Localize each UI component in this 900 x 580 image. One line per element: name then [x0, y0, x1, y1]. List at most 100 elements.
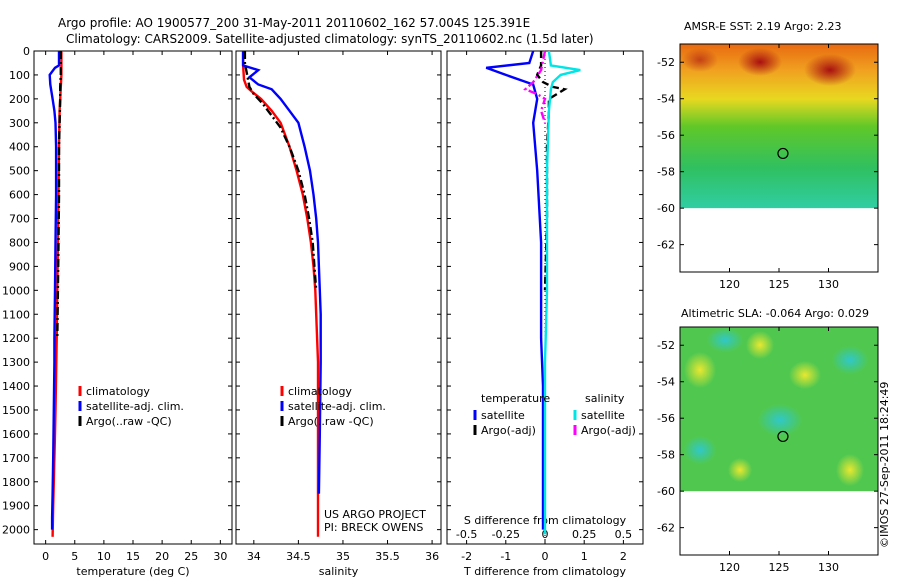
depth-tick-label: 200 — [9, 93, 30, 106]
salinity-x-tick-label: 36 — [425, 550, 439, 563]
difference-x-axis-label: T difference from climatology — [463, 565, 626, 578]
sst-lon-tick-label: 125 — [769, 278, 790, 291]
difference-series-satellite — [485, 50, 545, 530]
depth-tick-label: 1400 — [2, 380, 30, 393]
sla-lat-tick-label: -58 — [657, 449, 675, 462]
salinity-difference-tick-label: 0 — [542, 528, 549, 541]
salinity-x-tick-label: 34.5 — [286, 550, 311, 563]
salinity-difference-tick-label: 0.25 — [572, 528, 597, 541]
salinity-series-satellite-adj-clim- — [241, 51, 322, 494]
temperature-x-tick-label: 25 — [184, 550, 198, 563]
depth-tick-label: 1300 — [2, 356, 30, 369]
sst-lon-tick-label: 130 — [818, 278, 839, 291]
difference-series-argo-adj- — [523, 50, 547, 124]
depth-tick-label: 2000 — [2, 524, 30, 537]
sst-lat-tick-label: -58 — [657, 166, 675, 179]
salinity-annotation-project: US ARGO PROJECT — [324, 508, 426, 521]
salinity-x-axis-label: salinity — [319, 565, 359, 578]
sst-map-title: AMSR-E SST: 2.19 Argo: 2.23 — [684, 20, 842, 33]
sla-negative-anomaly — [707, 328, 743, 352]
sla-lat-tick-label: -62 — [657, 522, 675, 535]
difference-legend-label: satellite — [481, 409, 525, 422]
sst-lat-tick-label: -56 — [657, 129, 675, 142]
difference-legend-header: salinity — [585, 392, 625, 405]
sla-negative-anomaly — [832, 346, 868, 374]
depth-tick-label: 400 — [9, 141, 30, 154]
sst-warm-patch — [804, 54, 856, 86]
salinity-difference-tick-label: 0.5 — [615, 528, 633, 541]
sla-lon-tick-label: 130 — [818, 561, 839, 574]
depth-tick-label: 500 — [9, 165, 30, 178]
sla-positive-anomaly — [789, 361, 821, 389]
salinity-axes-frame — [235, 50, 442, 545]
salinity-legend-label: Argo(..raw -QC) — [288, 415, 374, 428]
difference-legend-label: satellite — [581, 409, 625, 422]
difference-series-satellite — [543, 50, 581, 535]
sla-lon-tick-label: 120 — [719, 561, 740, 574]
depth-tick-label: 600 — [9, 189, 30, 202]
temperature-legend-label: satellite-adj. clim. — [86, 400, 184, 413]
depth-tick-label: 800 — [9, 236, 30, 249]
salinity-x-tick-label: 34 — [247, 550, 261, 563]
salinity-difference-tick-label: -0.5 — [456, 528, 477, 541]
salinity-legend-label: climatology — [288, 385, 352, 398]
sst-lat-tick-label: -62 — [657, 239, 675, 252]
salinity-x-tick-label: 35.5 — [375, 550, 400, 563]
temperature-axes-frame — [33, 50, 233, 545]
temperature-x-tick-label: 10 — [97, 550, 111, 563]
difference-legend-header: temperature — [481, 392, 550, 405]
sst-warm-patch — [738, 48, 782, 76]
temperature-x-tick-label: 30 — [213, 550, 227, 563]
salinity-series-climatology — [241, 51, 320, 537]
temperature-legend-label: Argo(..raw -QC) — [86, 415, 172, 428]
depth-tick-label: 1800 — [2, 476, 30, 489]
depth-tick-label: 900 — [9, 260, 30, 273]
sst-map: -52 -54 -56 -58 -60 -62 120 125 130 — [657, 43, 879, 291]
depth-tick-label: 0 — [23, 45, 30, 58]
depth-tick-label: 1500 — [2, 404, 30, 417]
difference-x-tick-label: 0 — [542, 550, 549, 563]
salinity-x-tick-label: 35 — [336, 550, 350, 563]
depth-tick-label: 1900 — [2, 500, 30, 513]
figure-title-line2: Climatology: CARS2009. Satellite-adjuste… — [66, 32, 594, 46]
salinity-profile-panel: 34 34.5 35 35.5 36 salinity climatology satelli… — [235, 50, 442, 578]
sla-negative-anomaly — [684, 436, 716, 464]
difference-x-tick-label: 2 — [620, 550, 627, 563]
salinity-annotation-pi: PI: BRECK OWENS — [324, 521, 423, 534]
temperature-legend-label: climatology — [86, 385, 150, 398]
depth-tick-label: 1100 — [2, 308, 30, 321]
depth-tick-label: 1200 — [2, 332, 30, 345]
sla-lat-tick-label: -60 — [657, 485, 675, 498]
sla-map-title: Altimetric SLA: -0.064 Argo: 0.029 — [681, 307, 869, 320]
temperature-x-tick-label: 20 — [155, 550, 169, 563]
sla-lat-tick-label: -54 — [657, 376, 675, 389]
difference-legend-label: Argo(-adj) — [581, 424, 636, 437]
depth-tick-label: 100 — [9, 69, 30, 82]
temperature-x-tick-label: 0 — [42, 550, 49, 563]
figure-title-line1: Argo profile: AO 1900577_200 31-May-2011… — [58, 16, 530, 30]
depth-tick-label: 700 — [9, 213, 30, 226]
sla-argo-position-marker — [777, 430, 789, 443]
depth-tick-label: 300 — [9, 117, 30, 130]
temperature-x-axis-label: temperature (deg C) — [76, 565, 189, 578]
sst-lat-tick-label: -60 — [657, 202, 675, 215]
temperature-series-argo-raw-qc- — [56, 51, 62, 339]
depth-tick-label: 1600 — [2, 428, 30, 441]
depth-tick-label: 1700 — [2, 452, 30, 465]
temperature-x-tick-label: 5 — [71, 550, 78, 563]
temperature-profile-panel: 0100200300400500600700800900100011001200… — [2, 45, 233, 578]
depth-tick-label: 1000 — [2, 284, 30, 297]
salinity-legend-label: satellite-adj. clim. — [288, 400, 386, 413]
credit-text: ©IMOS 27-Sep-2011 18:24:49 — [878, 382, 891, 548]
difference-legend-label: Argo(-adj) — [481, 424, 536, 437]
temperature-series-satellite-adj-clim- — [48, 51, 61, 530]
sst-lat-tick-label: -52 — [657, 56, 675, 69]
salinity-difference-tick-label: -0.25 — [492, 528, 520, 541]
temperature-x-tick-label: 15 — [126, 550, 140, 563]
difference-x-tick-label: -2 — [461, 550, 472, 563]
difference-x-tick-label: -1 — [500, 550, 511, 563]
difference-x-tick-label: 1 — [581, 550, 588, 563]
sst-no-data-area — [680, 208, 878, 272]
